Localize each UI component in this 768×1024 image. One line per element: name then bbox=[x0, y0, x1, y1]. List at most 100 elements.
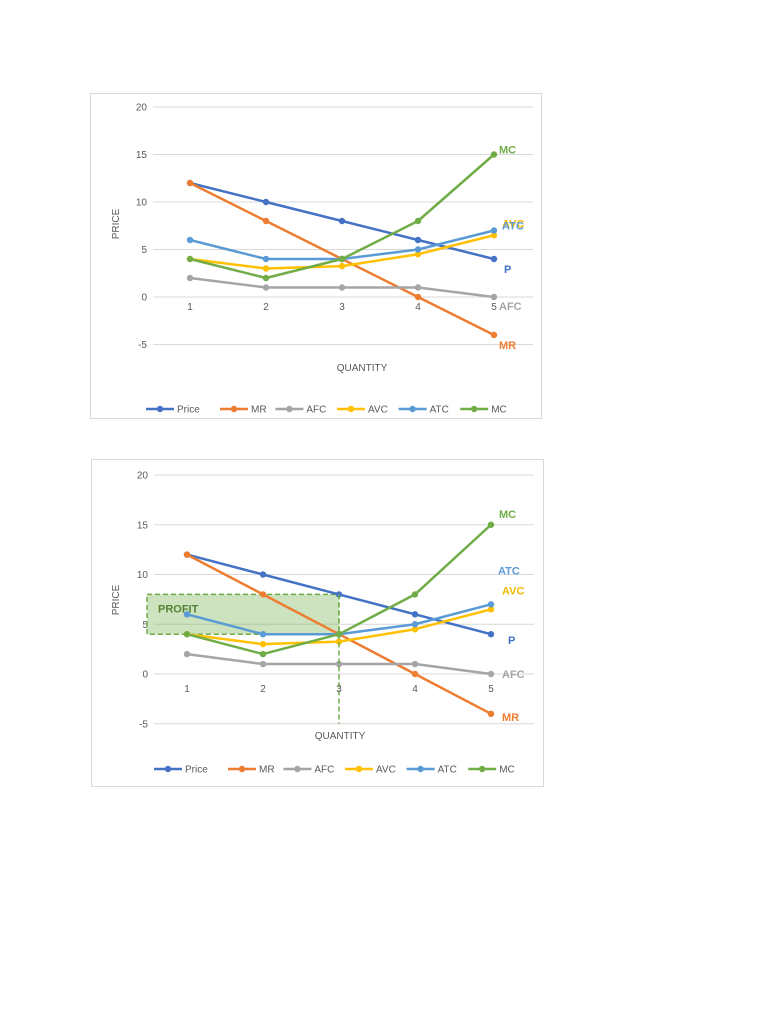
legend-item-mr: MR bbox=[228, 765, 275, 776]
series-end-label: MR bbox=[499, 340, 516, 352]
svg-text:Price: Price bbox=[177, 405, 200, 416]
y-tick-label: 15 bbox=[137, 520, 149, 531]
data-point bbox=[262, 217, 270, 225]
data-point bbox=[338, 284, 346, 291]
data-point bbox=[259, 650, 267, 658]
data-point bbox=[490, 331, 498, 339]
y-tick-label: 0 bbox=[141, 293, 147, 304]
data-point bbox=[259, 640, 267, 648]
series-end-label: ATC bbox=[498, 565, 520, 577]
legend-item-afc: AFC bbox=[283, 765, 334, 776]
data-point bbox=[186, 179, 194, 187]
legend-item-avc: AVC bbox=[345, 765, 396, 776]
legend: Price MR AFC AVC ATC MC bbox=[154, 765, 515, 776]
legend-item-mr: MR bbox=[220, 405, 267, 416]
x-tick-label: 2 bbox=[263, 302, 269, 313]
y-tick-label: -5 bbox=[138, 340, 147, 351]
data-point bbox=[414, 236, 422, 244]
data-point bbox=[259, 660, 267, 668]
y-tick-label: 20 bbox=[137, 471, 149, 482]
series-afc bbox=[183, 650, 495, 678]
x-axis-title: QUANTITY bbox=[337, 363, 388, 374]
svg-text:MR: MR bbox=[251, 405, 267, 416]
svg-text:MR: MR bbox=[259, 765, 275, 776]
data-point bbox=[186, 274, 194, 282]
legend-item-mc: MC bbox=[460, 405, 507, 416]
series-end-label: AFC bbox=[502, 669, 525, 681]
y-tick-label: 10 bbox=[137, 570, 149, 581]
svg-text:MC: MC bbox=[499, 765, 515, 776]
data-point bbox=[487, 631, 495, 638]
profit-label: PROFIT bbox=[158, 603, 199, 615]
y-axis-title: PRICE bbox=[111, 584, 122, 615]
series-end-label: P bbox=[508, 635, 515, 647]
y-tick-label: 5 bbox=[142, 620, 148, 631]
series-afc bbox=[186, 274, 498, 301]
data-point bbox=[262, 274, 270, 282]
data-point bbox=[335, 638, 343, 645]
x-tick-label: 4 bbox=[412, 684, 418, 695]
profit-chart: 20 15 10 5 0 -5 PROFIT 1 2 3 4 5 P MR AFC AVC ATC MC PRICE… bbox=[91, 459, 544, 787]
series-end-label: MC bbox=[499, 145, 516, 157]
series-end-label: ATC bbox=[502, 221, 524, 233]
data-point bbox=[487, 670, 495, 678]
svg-text:AVC: AVC bbox=[368, 405, 388, 416]
data-point bbox=[487, 521, 495, 528]
svg-text:AVC: AVC bbox=[376, 765, 396, 776]
svg-text:Price: Price bbox=[185, 765, 208, 776]
data-point bbox=[183, 611, 191, 618]
svg-text:ATC: ATC bbox=[430, 405, 449, 416]
chart-plot: 20 15 10 5 0 -5 PROFIT 1 2 3 4 5 P MR AFC AVC ATC MC PRICE… bbox=[111, 471, 534, 776]
svg-text:MC: MC bbox=[491, 405, 507, 416]
x-tick-label: 1 bbox=[184, 684, 190, 695]
series-mc bbox=[183, 521, 495, 658]
data-point bbox=[259, 571, 267, 578]
profit-area: PROFIT bbox=[146, 593, 340, 635]
data-point bbox=[414, 293, 422, 301]
data-point bbox=[411, 591, 419, 598]
y-tick-label: -5 bbox=[139, 719, 148, 730]
data-point bbox=[414, 217, 422, 225]
legend-item-price: Price bbox=[146, 405, 200, 416]
data-point bbox=[262, 265, 270, 272]
data-point bbox=[183, 650, 191, 658]
data-point bbox=[414, 246, 422, 253]
legend-item-atc: ATC bbox=[406, 765, 457, 776]
y-tick-label: 20 bbox=[136, 103, 148, 114]
series-end-label: AFC bbox=[499, 301, 522, 313]
series-end-label: AVC bbox=[502, 585, 524, 597]
data-point bbox=[338, 262, 346, 270]
legend-item-avc: AVC bbox=[337, 405, 388, 416]
x-tick-label: 5 bbox=[488, 684, 494, 695]
y-axis-title: PRICE bbox=[111, 208, 122, 239]
x-tick-label: 3 bbox=[339, 302, 345, 313]
y-tick-label: 0 bbox=[142, 670, 148, 681]
y-tick-label: 15 bbox=[136, 150, 148, 161]
data-point bbox=[183, 631, 191, 638]
data-point bbox=[262, 198, 270, 206]
data-point bbox=[183, 551, 191, 558]
series-price bbox=[186, 179, 498, 263]
x-tick-label: 2 bbox=[260, 684, 266, 695]
series-mc bbox=[186, 151, 498, 282]
cost-curves-chart: 20 15 10 5 0 -5 1 2 3 4 5 P MR AFC AVC ATC MC PRICE QUANTI… bbox=[90, 93, 542, 419]
legend-item-price: Price bbox=[154, 765, 208, 776]
data-point bbox=[411, 660, 419, 668]
data-point bbox=[335, 660, 343, 668]
data-point bbox=[262, 255, 270, 263]
series-end-label: AVC bbox=[502, 218, 524, 230]
data-point bbox=[487, 606, 495, 613]
data-point bbox=[411, 621, 419, 628]
series-end-label: MC bbox=[499, 509, 516, 521]
svg-text:AFC: AFC bbox=[306, 405, 326, 416]
x-tick-label: 4 bbox=[415, 302, 421, 313]
data-point bbox=[411, 611, 419, 618]
data-point bbox=[262, 284, 270, 291]
svg-text:ATC: ATC bbox=[438, 765, 457, 776]
data-point bbox=[487, 710, 495, 717]
legend-item-atc: ATC bbox=[398, 405, 449, 416]
data-point bbox=[411, 670, 419, 678]
